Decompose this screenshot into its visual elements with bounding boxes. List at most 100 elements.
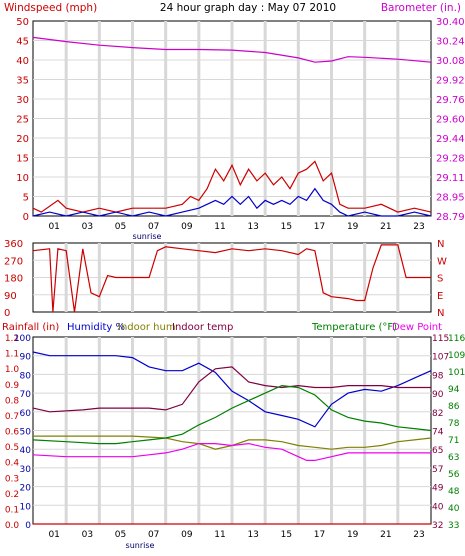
temp-tick-label: 32 <box>432 521 443 531</box>
rain-tick-label: 1.1 <box>5 350 19 360</box>
x-tick-label: 15 <box>281 530 292 540</box>
x-tick-label: 09 <box>181 530 193 540</box>
temp-alt-tick-label: 40 <box>448 504 460 514</box>
x-tick-label: 07 <box>148 530 159 540</box>
x-tick-label: 11 <box>214 530 225 540</box>
temp-tick-label: 65 <box>432 446 443 456</box>
left-tick-label: 15 <box>16 154 29 165</box>
temp-alt-tick-label: 33 <box>448 521 459 531</box>
left-tick-label: 5 <box>23 193 29 204</box>
left-tick-label: 90 <box>4 291 17 302</box>
sunrise-annotation: sunrise <box>133 232 162 241</box>
temp-alt-tick-label: 56 <box>448 470 460 480</box>
left-tick-label: 40 <box>16 56 29 67</box>
direction-tick-label: N <box>437 308 444 319</box>
right-tick-label: 29.44 <box>436 134 465 145</box>
temp-tick-label: 90 <box>432 390 444 400</box>
rain-tick-label: 0.6 <box>5 428 20 438</box>
sunrise-annotation: sunrise <box>126 541 155 550</box>
x-tick-label: 23 <box>413 222 424 232</box>
series-line-2 <box>32 187 432 217</box>
legend-entry: Indoor temp <box>172 322 233 333</box>
temp-alt-tick-label: 48 <box>448 487 460 497</box>
right-tick-label: 28.95 <box>436 193 465 204</box>
x-tick-label: 03 <box>82 530 93 540</box>
temp-alt-tick-label: 78 <box>448 419 460 429</box>
series-line-4 <box>32 442 431 461</box>
humidity-tick-label: 80 <box>20 371 32 381</box>
series-line-3 <box>32 384 432 445</box>
humidity-tick-label: 50 <box>20 428 32 438</box>
rain-tick-label: 1.2 <box>5 334 19 344</box>
right-tick-label: 29.76 <box>436 95 465 106</box>
right-tick-label: 30.40 <box>436 17 465 28</box>
temp-tick-label: 98 <box>432 371 444 381</box>
rain-tick-label: 0.1 <box>5 505 19 515</box>
x-tick-label: 13 <box>247 222 258 232</box>
legend-entry: Humidity % <box>67 322 125 333</box>
x-tick-label: 05 <box>115 222 126 232</box>
humidity-tick-label: 10 <box>20 502 32 512</box>
x-tick-label: 03 <box>82 222 93 232</box>
series-line-0 <box>32 351 432 428</box>
x-tick-label: 21 <box>380 530 391 540</box>
x-tick-label: 01 <box>48 530 59 540</box>
series-line-2 <box>32 366 431 413</box>
rain-tick-label: 0.7 <box>5 412 19 422</box>
left-tick-label: 180 <box>4 274 23 285</box>
temp-alt-tick-label: 116 <box>448 334 465 344</box>
rain-tick-label: 1.0 <box>5 365 20 375</box>
humidity-tick-label: 0 <box>25 521 31 531</box>
x-tick-label: 13 <box>247 530 258 540</box>
humidity-tick-label: 30 <box>20 465 32 475</box>
legend-entry: Temperature (°F) <box>311 322 397 333</box>
right-tick-label: 29.28 <box>436 154 465 165</box>
humidity-tick-label: 70 <box>20 390 32 400</box>
x-tick-label: 01 <box>48 222 59 232</box>
wind-barometer-panel: Windspeed (mph) 24 hour graph day : May 0… <box>4 2 465 241</box>
temp-tick-label: 40 <box>432 502 444 512</box>
right-axis-title: Barometer (in.) <box>381 2 461 14</box>
right-tick-label: 28.79 <box>436 212 465 223</box>
left-tick-label: 360 <box>4 239 23 250</box>
x-tick-label: 07 <box>148 222 159 232</box>
left-tick-label: 0 <box>23 212 29 223</box>
temp-tick-label: 82 <box>432 409 443 419</box>
temp-alt-tick-label: 71 <box>448 436 459 446</box>
rain-tick-label: 0.4 <box>5 459 20 469</box>
x-tick-label: 17 <box>314 530 325 540</box>
legend-entry: Rainfall (in) <box>2 322 59 333</box>
temp-alt-tick-label: 63 <box>448 453 459 463</box>
x-tick-label: 15 <box>281 222 292 232</box>
right-tick-label: 29.60 <box>436 115 465 126</box>
x-tick-label: 11 <box>214 222 225 232</box>
left-tick-label: 30 <box>16 95 29 106</box>
humidity-tick-label: 90 <box>20 353 32 363</box>
rain-tick-label: 0.8 <box>5 396 20 406</box>
left-tick-label: 45 <box>16 37 29 48</box>
humidity-tick-label: 40 <box>20 446 32 456</box>
temp-alt-tick-label: 86 <box>448 402 460 412</box>
x-tick-label: 17 <box>314 222 325 232</box>
legend-entry: Indoor hum <box>118 322 176 333</box>
x-tick-label: 19 <box>347 222 359 232</box>
right-tick-label: 29.11 <box>436 173 465 184</box>
rain-tick-label: 0.2 <box>5 490 19 500</box>
x-tick-label: 09 <box>181 222 193 232</box>
humidity-tick-label: 100 <box>14 334 31 344</box>
left-tick-label: 20 <box>16 134 29 145</box>
temperature-humidity-panel: Rainfall (in) Humidity %Indoor humIndoor … <box>2 322 465 550</box>
legend-entry: Dew Point <box>392 322 442 333</box>
left-tick-label: 35 <box>16 76 29 87</box>
temp-alt-tick-label: 101 <box>448 368 465 378</box>
left-axis-title: Windspeed (mph) <box>4 2 97 14</box>
direction-line-0 <box>32 244 431 313</box>
left-tick-label: 25 <box>16 115 29 126</box>
humidity-tick-label: 60 <box>20 409 32 419</box>
temp-alt-tick-label: 94 <box>448 385 460 395</box>
temp-tick-label: 49 <box>432 484 444 494</box>
chart-title: 24 hour graph day : May 07 2010 <box>160 2 336 14</box>
